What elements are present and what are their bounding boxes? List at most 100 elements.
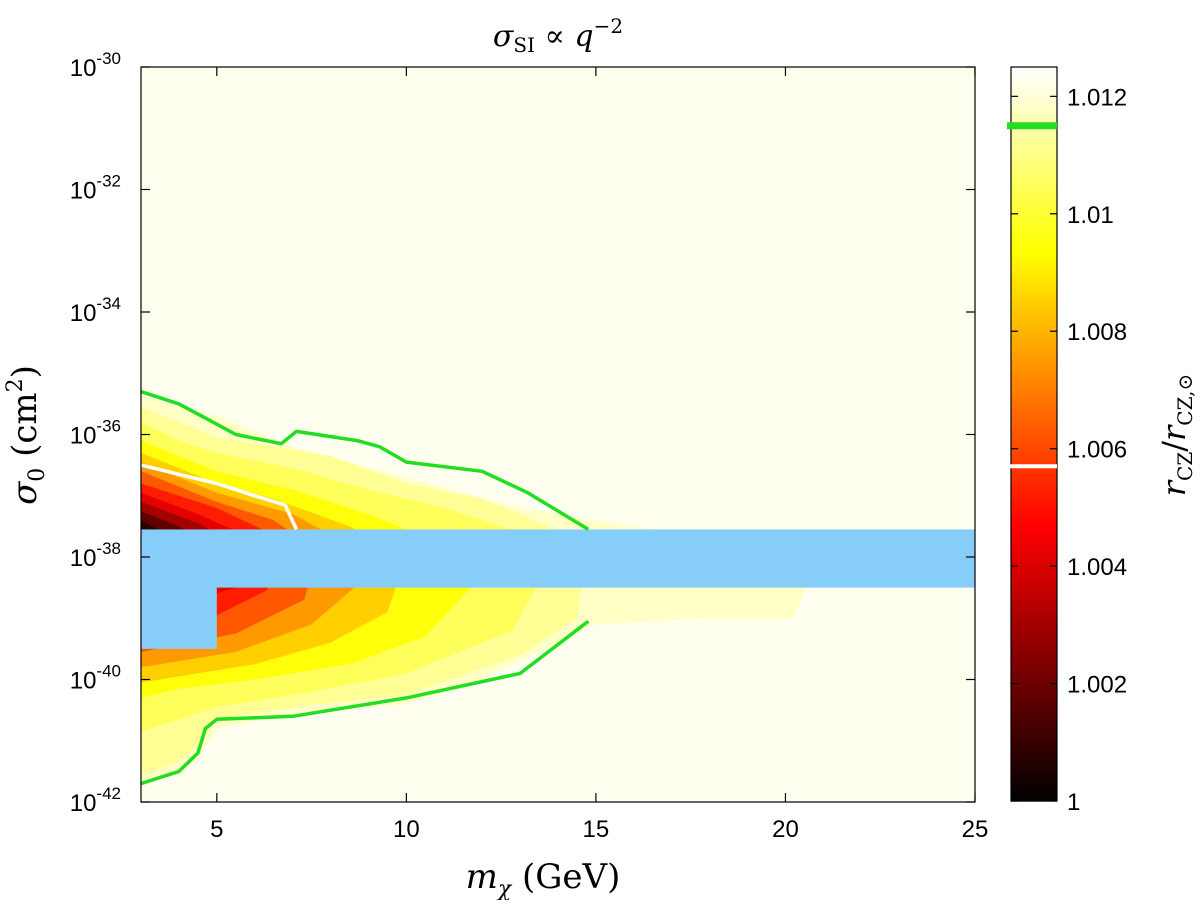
colorbar-swatch [1011, 406, 1057, 412]
colorbar-tick-label: 1.006 [1067, 437, 1127, 464]
colorbar-swatch [1011, 645, 1057, 651]
colorbar-swatch [1011, 388, 1057, 394]
colorbar-swatch [1011, 516, 1057, 522]
colorbar-swatch [1011, 635, 1057, 642]
colorbar-swatch [1011, 640, 1057, 646]
colorbar-swatch [1011, 378, 1057, 385]
colorbar-swatch [1011, 589, 1057, 596]
colorbar-swatch [1011, 80, 1057, 86]
colorbar-swatch [1011, 177, 1057, 183]
colorbar-swatch [1011, 713, 1057, 720]
x-tick-label: 20 [772, 816, 799, 843]
colorbar-swatch [1011, 351, 1057, 357]
colorbar-swatch [1011, 539, 1057, 545]
colorbar-swatch [1011, 511, 1057, 518]
colorbar-swatch [1011, 466, 1057, 472]
x-tick-label: 25 [962, 816, 989, 843]
colorbar-swatch [1011, 452, 1057, 458]
colorbar-swatch [1011, 103, 1057, 109]
colorbar-tick-label: 1.004 [1067, 554, 1127, 581]
colorbar-swatch [1011, 259, 1057, 265]
colorbar-swatch [1011, 204, 1057, 210]
colorbar-swatch [1011, 401, 1057, 408]
colorbar-swatch [1011, 594, 1057, 600]
colorbar-swatch [1011, 346, 1057, 353]
colorbar-swatch [1011, 227, 1057, 233]
colorbar-swatch [1011, 135, 1057, 141]
y-axis-label: σ0 (cm2) [3, 365, 50, 505]
colorbar-swatch [1011, 631, 1057, 637]
colorbar-swatch [1011, 686, 1057, 692]
colorbar-swatch [1011, 736, 1057, 742]
colorbar-swatch [1011, 374, 1057, 380]
colorbar-swatch [1011, 383, 1057, 389]
colorbar-swatch [1011, 599, 1057, 605]
colorbar-ticks: 1 1.002 1.004 1.006 1.008 1.01 1.012 [1011, 84, 1127, 816]
colorbar-swatch [1011, 700, 1057, 706]
colorbar-swatch [1011, 773, 1057, 779]
colorbar-swatch [1011, 305, 1057, 311]
colorbar-swatch [1011, 567, 1057, 573]
y-tick-label: 10-32 [70, 172, 121, 205]
colorbar-label: rCZ/rCZ,⊙ [1155, 374, 1197, 497]
colorbar-swatch [1011, 218, 1057, 224]
colorbar-swatch [1011, 167, 1057, 174]
colorbar-swatch [1011, 291, 1057, 297]
colorbar-swatch [1011, 282, 1057, 288]
colorbar-swatch [1011, 287, 1057, 293]
colorbar-swatch [1011, 323, 1057, 330]
colorbar-swatch [1011, 245, 1057, 252]
colorbar-swatch [1011, 328, 1057, 334]
colorbar-swatch [1011, 796, 1057, 802]
colorbar-swatch [1011, 149, 1057, 155]
colorbar-swatch [1011, 456, 1057, 463]
colorbar-swatch [1011, 507, 1057, 513]
contour-lines [141, 389, 590, 786]
colorbar-swatch [1011, 300, 1057, 307]
colorbar-swatch [1011, 649, 1057, 655]
colorbar-swatch [1011, 727, 1057, 733]
colorbar-swatch [1011, 369, 1057, 375]
colorbar-swatch [1011, 85, 1057, 91]
colorbar-swatch [1011, 296, 1057, 302]
colorbar-swatch [1011, 764, 1057, 770]
y-tick-label: 10-30 [70, 49, 121, 82]
colorbar-frame [1010, 66, 1058, 802]
colorbar-swatch [1011, 273, 1057, 279]
colorbar-swatch [1011, 484, 1057, 490]
colorbar-swatch [1011, 608, 1057, 614]
colorbar-swatch [1011, 144, 1057, 151]
colorbar-swatch [1011, 126, 1057, 132]
colorbar-swatch [1011, 525, 1057, 531]
colorbar-swatch [1011, 695, 1057, 701]
colorbar-swatch [1011, 397, 1057, 403]
y-tick-label: 10-36 [70, 417, 121, 450]
colorbar-swatch [1011, 704, 1057, 710]
colorbar-swatch [1011, 585, 1057, 591]
colorbar-swatch [1011, 521, 1057, 527]
colorbar-swatch [1011, 709, 1057, 715]
colorbar-markers [1007, 122, 1057, 469]
colorbar-swatch [1011, 186, 1057, 192]
colorbar-swatch [1011, 424, 1057, 431]
colorbar-swatch [1011, 268, 1057, 275]
colorbar-swatch [1011, 677, 1057, 683]
colorbar-swatch [1011, 190, 1057, 197]
colorbar-swatch [1011, 548, 1057, 554]
colorbar-swatch [1011, 741, 1057, 747]
colorbar-swatch [1011, 603, 1057, 609]
colorbar-swatch [1011, 108, 1057, 114]
colorbar-swatch [1011, 791, 1057, 798]
colorbar-swatch [1011, 163, 1057, 169]
colorbar-swatch [1011, 672, 1057, 678]
colorbar-tick-label: 1.012 [1067, 84, 1127, 111]
colorbar-swatch [1011, 411, 1057, 417]
colorbar-swatch [1011, 667, 1057, 674]
green-contour-upper [141, 389, 590, 531]
excluded-band-notch [141, 587, 217, 649]
x-tick-label: 10 [393, 816, 420, 843]
colorbar-tick-label: 1.002 [1067, 672, 1127, 699]
colorbar-swatch [1011, 241, 1057, 247]
colorbar-swatch [1011, 337, 1057, 343]
